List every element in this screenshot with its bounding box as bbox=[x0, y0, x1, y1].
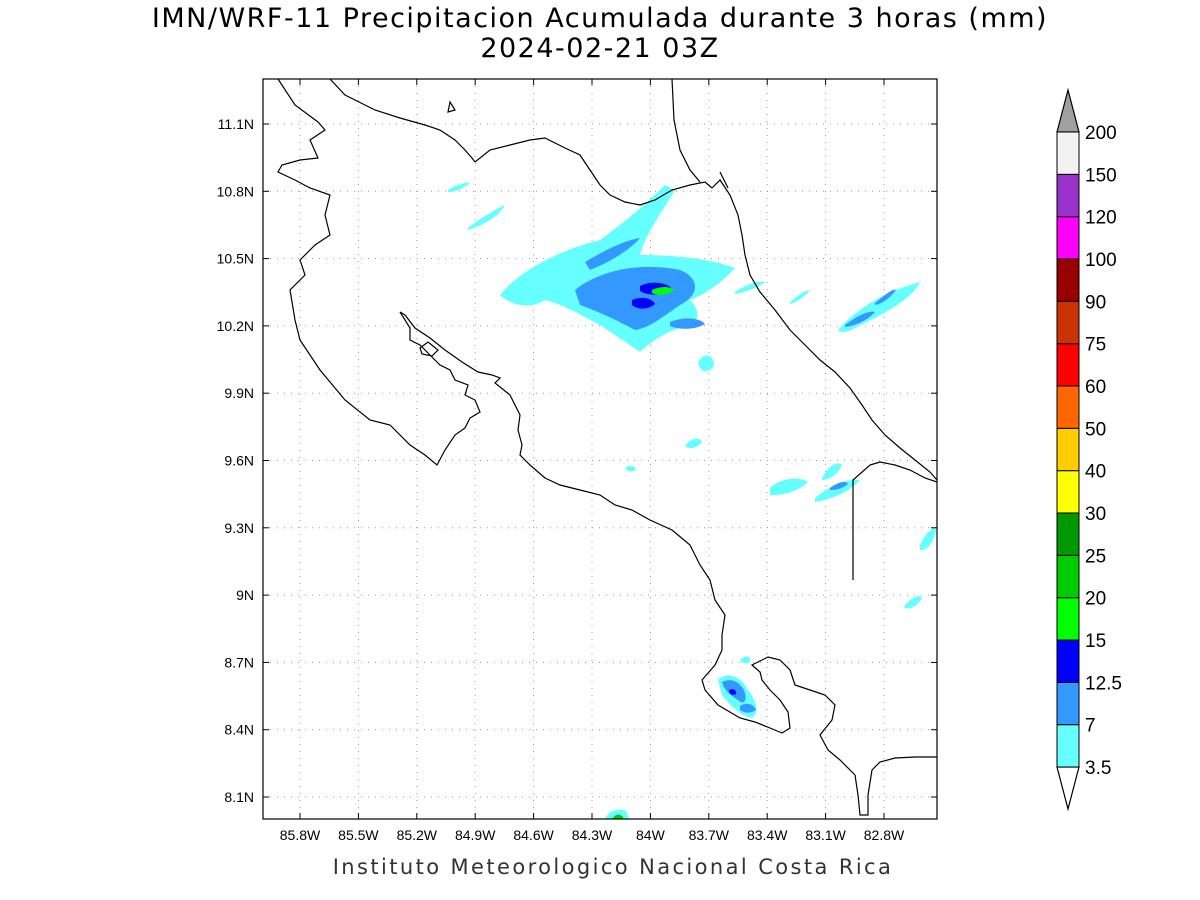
precip-area-cyan bbox=[605, 809, 629, 819]
y-tick-label: 8.7N bbox=[224, 654, 254, 670]
precip-area-blue bbox=[670, 318, 705, 329]
colorbar-label: 15 bbox=[1085, 631, 1106, 652]
precipitation-areas bbox=[448, 182, 936, 819]
colorbar-swatch bbox=[1056, 554, 1080, 599]
x-tick-label: 83.4W bbox=[747, 827, 788, 843]
colorbar-label: 12.5 bbox=[1085, 673, 1122, 694]
precip-area-cyan bbox=[920, 528, 936, 551]
precip-area-cyan bbox=[905, 596, 922, 609]
colorbar-swatch bbox=[1056, 131, 1080, 175]
colorbar-swatch bbox=[1056, 343, 1080, 387]
colorbar-labels: 3.5 7 12.5 15 20 25 30 40 50 60 75 90 100 120 150 200 bbox=[1085, 123, 1122, 779]
colorbar-label: 200 bbox=[1085, 123, 1117, 144]
map-frame bbox=[262, 78, 938, 820]
y-tick-label: 8.4N bbox=[224, 722, 254, 738]
colorbar-label: 120 bbox=[1085, 208, 1117, 229]
colorbar-label: 25 bbox=[1085, 546, 1106, 567]
colorbar bbox=[1056, 87, 1080, 812]
colorbar-label: 20 bbox=[1085, 589, 1106, 610]
precip-area-blue bbox=[875, 289, 896, 305]
x-tick-label: 85.2W bbox=[397, 827, 438, 843]
precip-area-cyan bbox=[822, 463, 842, 480]
colorbar-swatch bbox=[1056, 300, 1080, 345]
colorbar-over-arrow bbox=[1056, 87, 1080, 133]
precip-area-cyan bbox=[685, 438, 702, 449]
x-tick-label: 84.3W bbox=[572, 827, 613, 843]
y-axis-labels: 11.1N 10.8N 10.5N 10.2N 9.9N 9.6N 9.3N 9N 8.7N 8.… bbox=[217, 116, 254, 805]
y-tick-label: 11.1N bbox=[218, 116, 254, 132]
colorbar-swatch bbox=[1056, 258, 1080, 302]
x-tick-label: 82.8W bbox=[864, 827, 905, 843]
colorbar-label: 50 bbox=[1085, 419, 1106, 440]
y-tick-label: 9.9N bbox=[224, 385, 254, 401]
colorbar-swatch bbox=[1056, 470, 1080, 514]
precip-area-cyan bbox=[500, 185, 735, 352]
colorbar-swatch bbox=[1056, 681, 1080, 726]
precip-area-cyan bbox=[770, 478, 808, 496]
colorbar-swatch bbox=[1056, 512, 1080, 556]
colorbar-label: 30 bbox=[1085, 504, 1106, 525]
x-tick-label: 83.7W bbox=[689, 827, 730, 843]
y-tick-label: 9N bbox=[236, 587, 254, 603]
x-tick-label: 84.6W bbox=[513, 827, 554, 843]
map-footer: Instituto Meteorologico Nacional Costa R… bbox=[332, 855, 894, 879]
colorbar-swatch bbox=[1056, 724, 1080, 768]
colorbar-label: 150 bbox=[1085, 165, 1117, 186]
colorbar-label: 3.5 bbox=[1085, 758, 1111, 779]
colorbar-under-arrow bbox=[1056, 766, 1080, 812]
precip-area-cyan bbox=[740, 656, 751, 664]
precip-area-darkblue bbox=[729, 689, 737, 695]
colorbar-label: 7 bbox=[1085, 716, 1096, 737]
y-tick-label: 9.6N bbox=[224, 453, 254, 469]
precip-area-cyan bbox=[790, 290, 810, 304]
precip-area-blue bbox=[585, 238, 640, 270]
precip-area-cyan bbox=[698, 355, 714, 372]
colorbar-label: 60 bbox=[1085, 377, 1106, 398]
y-tick-label: 10.8N bbox=[217, 183, 254, 199]
y-tick-label: 10.5N bbox=[217, 251, 254, 267]
y-tick-label: 8.1N bbox=[224, 789, 254, 805]
colorbar-swatch bbox=[1056, 385, 1080, 429]
precip-area-green bbox=[652, 287, 674, 295]
precip-area-blue bbox=[740, 703, 756, 713]
x-tick-label: 84W bbox=[636, 827, 666, 843]
colorbar-label: 100 bbox=[1085, 250, 1117, 271]
axis-ticks bbox=[263, 79, 937, 819]
colorbar-swatch bbox=[1056, 639, 1080, 683]
map-subtitle: 2024-02-21 03Z bbox=[480, 33, 720, 64]
colorbar-label: 40 bbox=[1085, 462, 1106, 483]
precip-area-cyan bbox=[815, 479, 860, 502]
x-tick-label: 83.1W bbox=[805, 827, 846, 843]
precip-area-cyan bbox=[448, 182, 470, 192]
precip-area-blue bbox=[575, 266, 695, 330]
precip-area-darkblue bbox=[632, 297, 655, 309]
precip-area-cyan bbox=[735, 281, 765, 294]
colorbar-swatch bbox=[1056, 427, 1080, 472]
precip-area-blue bbox=[845, 311, 875, 327]
precip-area-cyan bbox=[625, 465, 636, 472]
colorbar-swatch bbox=[1056, 597, 1080, 641]
x-tick-label: 85.8W bbox=[280, 827, 321, 843]
map-title: IMN/WRF-11 Precipitacion Acumulada duran… bbox=[151, 3, 1049, 34]
precip-area-blue bbox=[830, 481, 848, 490]
colorbar-swatch bbox=[1056, 173, 1080, 218]
precip-area-cyan bbox=[468, 205, 505, 230]
coastline bbox=[277, 79, 937, 816]
colorbar-label: 75 bbox=[1085, 335, 1106, 356]
x-axis-labels: 85.8W 85.5W 85.2W 84.9W 84.6W 84.3W 84W 83.7W 83… bbox=[280, 827, 905, 843]
y-tick-label: 10.2N bbox=[217, 318, 254, 334]
y-tick-label: 9.3N bbox=[224, 520, 254, 536]
x-tick-label: 84.9W bbox=[455, 827, 496, 843]
colorbar-label: 90 bbox=[1085, 292, 1106, 313]
colorbar-swatch bbox=[1056, 216, 1080, 260]
x-tick-label: 85.5W bbox=[338, 827, 379, 843]
precip-area-green bbox=[612, 814, 623, 819]
map-gridlines bbox=[263, 79, 937, 819]
